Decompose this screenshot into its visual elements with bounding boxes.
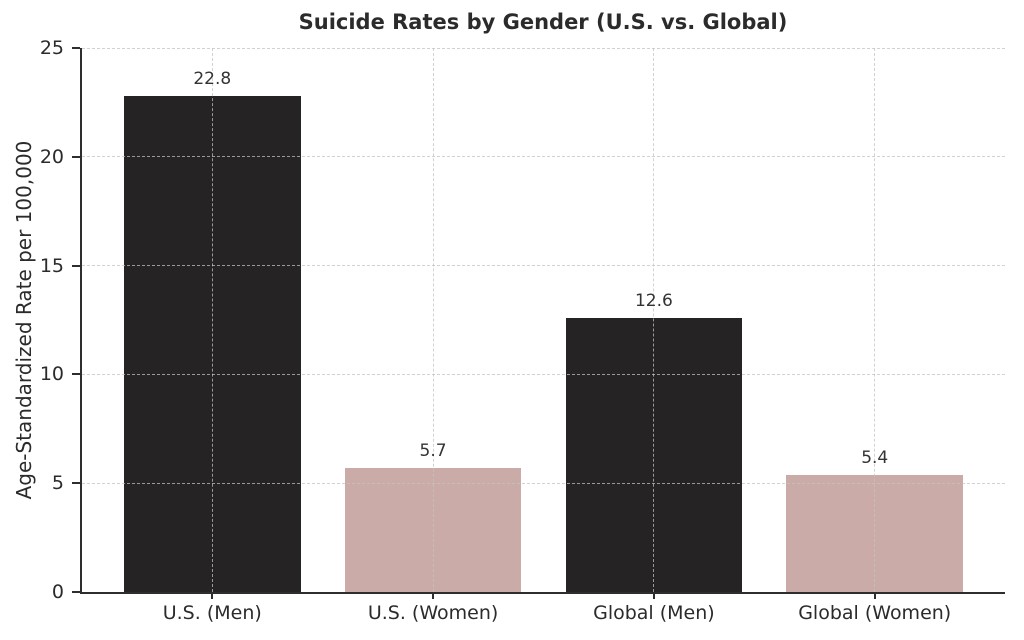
h-gridline-10 [82,373,1005,375]
value-label-global-women: 5.4 [861,447,889,468]
y-tick-label-20: 20 [39,145,64,168]
y-axis-spine [80,48,82,594]
y-tick-label-15: 15 [39,254,64,277]
chart-title: Suicide Rates by Gender (U.S. vs. Global… [298,10,788,34]
v-gridline-u-s-women [432,48,434,592]
y-tick-mark-5 [72,482,80,485]
x-tick-label-global-men: Global (Men) [593,602,715,624]
h-gridline-15 [82,265,1005,267]
x-tick-mark-u-s-men [211,594,214,599]
x-tick-mark-global-women [873,594,876,599]
y-tick-mark-10 [72,373,80,376]
y-tick-label-5: 5 [51,472,64,495]
y-tick-mark-0 [72,591,80,593]
h-gridline-5 [82,482,1005,484]
y-tick-mark-20 [72,155,80,158]
value-label-global-men: 12.6 [634,290,673,311]
y-tick-mark-25 [72,47,80,49]
value-label-u-s-women: 5.7 [419,440,447,461]
x-tick-label-u-s-men: U.S. (Men) [162,602,262,624]
y-tick-label-0: 0 [51,581,64,603]
v-gridline-global-men [653,48,655,592]
v-gridline-u-s-men [211,48,213,592]
value-label-u-s-men: 22.8 [193,68,232,89]
x-tick-label-global-women: Global (Women) [798,602,952,624]
y-tick-label-10: 10 [39,363,64,386]
h-gridline-20 [82,156,1005,158]
y-tick-label-25: 25 [39,37,64,59]
x-tick-mark-global-men [652,594,655,599]
x-axis-spine [80,592,1005,594]
x-tick-mark-u-s-women [432,594,435,599]
y-tick-mark-15 [72,264,80,267]
plot-area: 0 5 10 15 20 25 22.8 U.S. (Men) 5.7 U.S. (Women) 1… [40,37,1005,624]
x-tick-label-u-s-women: U.S. (Women) [367,602,499,624]
y-axis-label: Age-Standardized Rate per 100,000 [12,140,36,500]
v-gridline-global-women [874,48,876,592]
h-gridline-25 [82,47,1005,49]
